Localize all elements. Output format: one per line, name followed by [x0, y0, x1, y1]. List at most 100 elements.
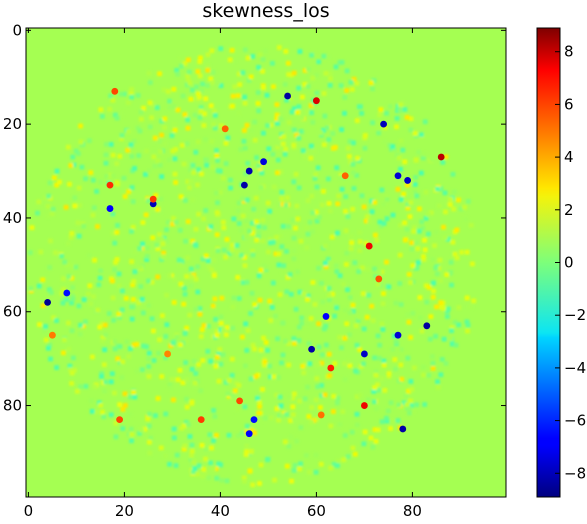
extreme-value-point — [116, 416, 123, 424]
heatmap-cell — [151, 148, 157, 154]
heatmap-cell — [268, 374, 273, 380]
heatmap-cell — [108, 142, 114, 147]
heatmap-cell — [171, 104, 177, 109]
heatmap-cell — [408, 398, 413, 404]
heatmap-cell — [392, 147, 397, 152]
heatmap-cell — [348, 79, 354, 85]
heatmap-cell — [438, 372, 444, 378]
heatmap-cell — [255, 234, 261, 240]
heatmap-cell — [430, 294, 436, 300]
heatmap-cell — [437, 257, 443, 263]
heatmap-cell — [368, 80, 374, 86]
heatmap-cell — [68, 367, 73, 373]
heatmap-cell — [300, 363, 306, 369]
heatmap-cell — [282, 82, 288, 87]
heatmap-cell — [147, 100, 153, 106]
heatmap-cell — [277, 292, 283, 297]
heatmap-cell — [112, 240, 118, 246]
heatmap-cell — [394, 116, 400, 121]
heatmap-cell — [308, 103, 314, 108]
heatmap-cell — [350, 308, 356, 314]
heatmap-cell — [81, 297, 87, 302]
heatmap-cell — [364, 314, 370, 320]
heatmap-cell — [130, 304, 136, 310]
heatmap-cell — [244, 279, 250, 285]
heatmap-cell — [280, 201, 286, 207]
heatmap-cell — [257, 297, 263, 303]
heatmap-cell — [158, 196, 164, 202]
heatmap-cell — [303, 225, 309, 231]
heatmap-cell — [372, 273, 378, 279]
heatmap-cell — [48, 290, 54, 295]
heatmap-cell — [342, 377, 348, 382]
heatmap-cell — [342, 95, 348, 100]
heatmap-cell — [372, 399, 377, 405]
heatmap-cell — [188, 266, 194, 272]
heatmap-cell — [205, 349, 211, 354]
heatmap-cell — [159, 236, 165, 242]
heatmap-cell — [412, 225, 418, 230]
heatmap-cell — [380, 327, 386, 332]
heatmap-cell — [189, 453, 194, 459]
heatmap-cell — [226, 378, 232, 383]
heatmap-cell — [304, 245, 310, 251]
y-axis: 0 20 40 60 80 — [3, 21, 506, 415]
heatmap-cell — [406, 272, 412, 277]
heatmap-cell — [130, 297, 136, 302]
colorbar: 8 6 4 2 0 −2 −4 −6 −8 — [536, 27, 586, 498]
heatmap-cell — [362, 135, 368, 141]
heatmap-cell — [221, 327, 227, 333]
heatmap-cell — [327, 208, 333, 214]
heatmap-cell — [345, 214, 351, 219]
heatmap-cell — [291, 235, 297, 241]
heatmap-cell — [189, 87, 195, 93]
heatmap-cell — [121, 175, 127, 181]
heatmap-cell — [381, 362, 387, 368]
heatmap-cell — [190, 238, 196, 244]
heatmap-cell — [276, 141, 282, 147]
heatmap-cell — [380, 301, 386, 307]
heatmap-cell — [328, 423, 334, 429]
heatmap-cell — [296, 185, 302, 191]
heatmap-cell — [211, 273, 217, 278]
heatmap-cell — [76, 185, 82, 191]
heatmap-cell — [451, 189, 457, 195]
heatmap-cell — [414, 193, 420, 199]
extreme-value-point — [164, 350, 172, 358]
heatmap-cell — [294, 203, 300, 209]
heatmap-cell — [261, 85, 266, 90]
heatmap-cell — [274, 112, 280, 118]
heatmap-cell — [313, 417, 319, 422]
heatmap-cell — [284, 463, 290, 469]
heatmap-cell — [406, 406, 412, 412]
heatmap-cell — [268, 122, 274, 128]
heatmap-cell — [167, 105, 173, 110]
heatmap-cell — [220, 352, 226, 357]
heatmap-cell — [448, 259, 454, 265]
heatmap-cell — [384, 216, 390, 222]
heatmap-cell — [376, 269, 382, 275]
heatmap-cell — [63, 204, 69, 210]
heatmap-cell — [182, 291, 188, 297]
heatmap-cell — [319, 393, 325, 399]
heatmap-cell — [119, 136, 124, 142]
heatmap-cell — [307, 219, 313, 225]
heatmap-cell — [397, 222, 403, 228]
heatmap-cell — [109, 371, 115, 377]
heatmap-cell — [223, 161, 229, 166]
heatmap-cell — [291, 248, 297, 254]
heatmap-cell — [288, 418, 294, 423]
heatmap-cell — [48, 238, 53, 244]
heatmap-cell — [183, 338, 189, 344]
heatmap-cell — [77, 203, 83, 208]
heatmap-cell — [181, 301, 187, 307]
heatmap-cell — [229, 47, 235, 53]
heatmap-cell — [184, 82, 190, 88]
heatmap-cell — [99, 371, 105, 376]
extreme-value-point — [394, 172, 402, 180]
heatmap-cell — [306, 414, 312, 419]
heatmap-cell — [359, 265, 365, 271]
heatmap-cell — [304, 453, 309, 458]
heatmap-cell — [212, 125, 218, 131]
heatmap-cell — [209, 445, 214, 451]
